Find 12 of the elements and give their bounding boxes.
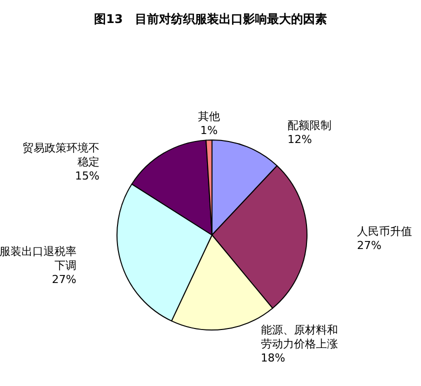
slice-label: 能源、原材料和劳动力价格上涨 (260, 324, 338, 351)
chart-title: 图13 目前对纺织服装出口影响最大的因素 (94, 12, 327, 26)
data-label: 27% (52, 273, 76, 286)
data-label: 1% (200, 124, 218, 137)
data-label: 27% (356, 238, 382, 252)
slice-label: 其他 (198, 110, 220, 123)
data-label: 12% (287, 133, 312, 146)
slice-label: 贸易政策环境不稳定 (22, 142, 100, 169)
data-label: 18% (260, 352, 286, 365)
slice-label: 人民币升值 (356, 224, 412, 238)
data-label: 15% (75, 170, 100, 183)
slice-label: 配额限制 (287, 119, 332, 132)
